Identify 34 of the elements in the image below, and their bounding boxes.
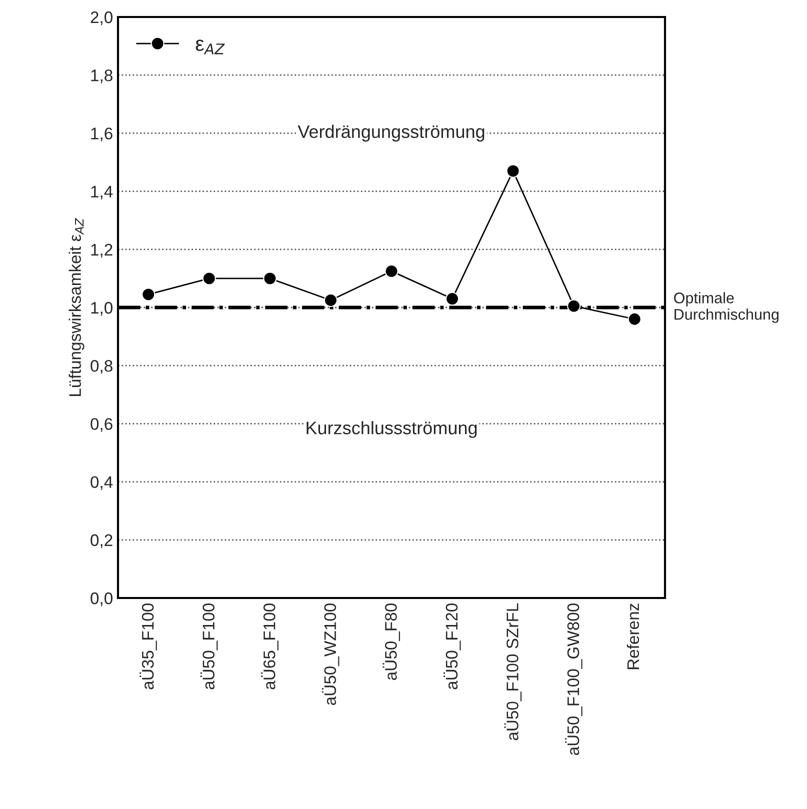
y-axis-title: Lüftungswirksamkeit ε$_{AZ}$ [68,218,84,396]
x-tick-label: aÜ50_WZ100 [322,604,340,705]
point [263,272,277,286]
x-tick-label: aÜ50_F100_GW800 [565,604,582,756]
x-tick-label: aÜ50_F100 SZrFL [504,603,522,740]
point [628,312,642,326]
point [446,292,460,306]
annotation: Verdrängungsströmung [298,124,484,142]
x-tick-label: aÜ50_F80 [382,604,400,680]
point [384,264,398,278]
x-tick-label: Referenz [626,604,640,670]
point [567,299,581,313]
y-tick-label: 0,8 [90,360,112,374]
x-tick-label: aÜ50_F120 [444,604,461,690]
point [202,272,216,286]
y-tick-label: 1,0 [91,302,112,316]
y-tick-label: 1,2 [91,244,112,258]
x-tick-label: aÜ50_F100 [200,604,218,690]
x-tick-label: aÜ35_F100 [140,604,157,690]
y-tick-label: 1,8 [91,70,112,84]
y-tick-label: 0,0 [90,592,112,606]
y-tick-label: 1,4 [91,186,113,200]
point [324,293,338,308]
x-tick-label: aÜ65_F100 [261,604,278,690]
legend-label: ε$_{AZ}$ [196,40,225,54]
y-tick-label: 2,0 [90,11,112,26]
point [142,288,156,302]
y-tick-label: 0,6 [90,418,112,432]
ref-line-label: Optimale Durchmischung [674,292,778,323]
y-tick-label: 0,4 [90,476,113,490]
point [506,164,520,178]
y-tick-label: 0,2 [90,534,112,548]
annotation: Kurzschlussströmung [306,421,477,438]
y-tick-label: 1,6 [91,128,112,142]
